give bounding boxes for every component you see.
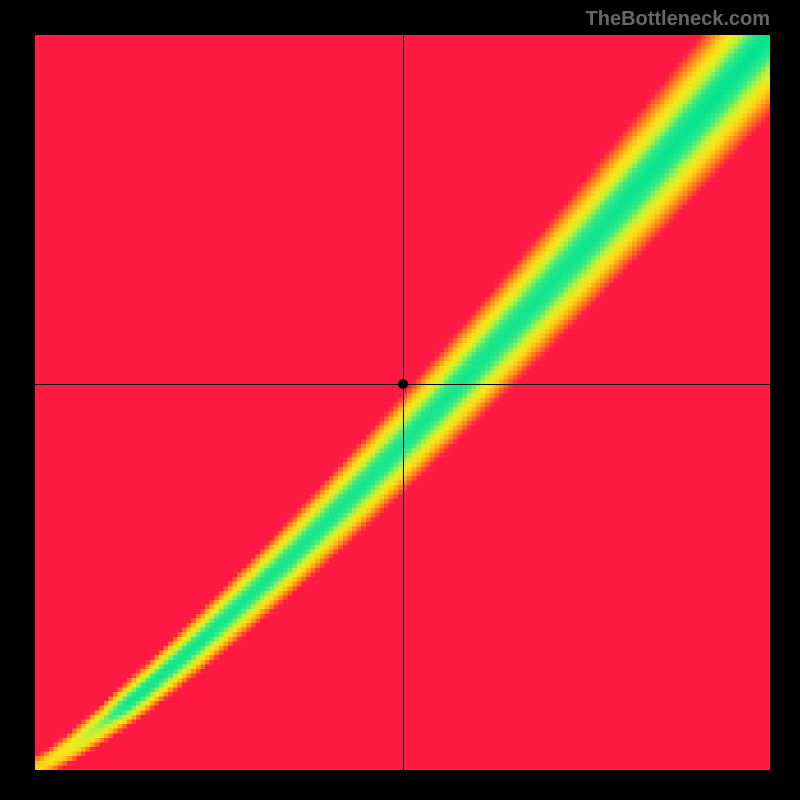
- plot-area: [35, 35, 770, 770]
- marker-dot: [398, 379, 408, 389]
- crosshair-vertical: [403, 35, 404, 770]
- watermark-text: TheBottleneck.com: [586, 8, 770, 31]
